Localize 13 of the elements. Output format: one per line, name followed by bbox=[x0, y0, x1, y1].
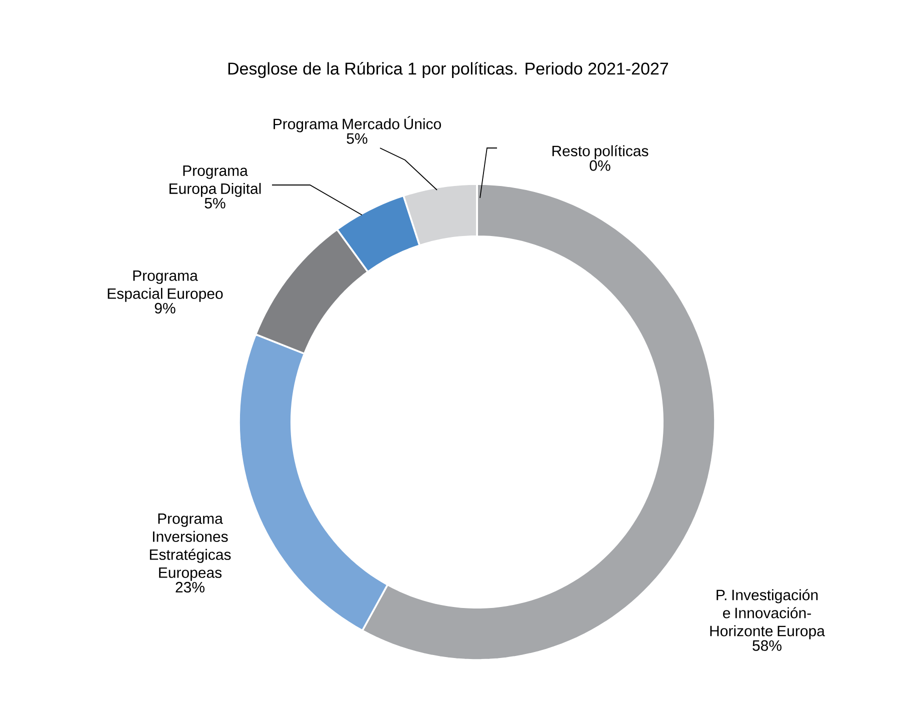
data-label: 5% bbox=[204, 198, 226, 208]
slice-label: P. Investigación e Innovación-Horizonte Europa bbox=[710, 589, 825, 640]
slice-label: Programa Mercado Único bbox=[274, 116, 441, 132]
data-label: 58% bbox=[752, 640, 782, 651]
data-label: 5% bbox=[346, 133, 368, 144]
slice-label: Programa Europa Digital bbox=[170, 166, 261, 197]
slice-label: Programa Espacial Europeo bbox=[108, 270, 223, 302]
data-label: 9% bbox=[154, 302, 176, 314]
chart-title: Desglose de la Rúbrica 1 por políticas. Periodo 2021-2027 bbox=[228, 62, 668, 78]
text: 0% bbox=[590, 160, 610, 171]
category-label: Resto políticas bbox=[552, 145, 648, 160]
data-label: 23% bbox=[176, 582, 204, 593]
slice-label: Programa Inversiones Estratégicas Europeas bbox=[150, 513, 231, 581]
